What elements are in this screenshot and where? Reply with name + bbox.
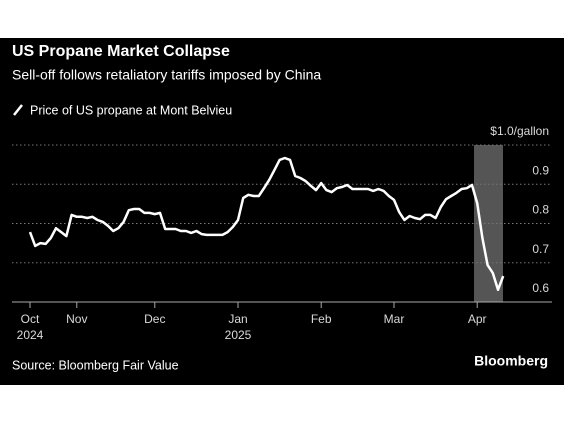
y-tick-label: 0.8: [532, 203, 549, 217]
y-tick-label: $1.0/gallon: [490, 124, 549, 138]
brand-logo: Bloomberg: [474, 353, 548, 369]
x-tick-label: Oct 2024: [17, 312, 44, 342]
x-tick-label: Apr: [468, 312, 487, 326]
price-line: [28, 156, 505, 292]
y-tick-label: 0.9: [532, 163, 549, 177]
chart-subtitle: Sell-off follows retaliatory tariffs imp…: [12, 67, 321, 83]
x-tick-label: Mar: [384, 312, 405, 326]
source-note: Source: Bloomberg Fair Value: [12, 358, 179, 372]
x-tick-label: Feb: [311, 312, 332, 326]
legend-swatch: [13, 104, 23, 116]
y-tick-label: 0.7: [532, 242, 549, 256]
chart-title: US Propane Market Collapse: [12, 43, 230, 60]
x-tick-label: Dec: [144, 312, 165, 326]
x-tick-label: Jan 2025: [225, 312, 252, 342]
legend-label: Price of US propane at Mont Belvieu: [30, 103, 232, 117]
y-tick-label: 0.6: [532, 281, 549, 295]
background: [0, 38, 564, 385]
x-tick-label: Nov: [66, 312, 87, 326]
